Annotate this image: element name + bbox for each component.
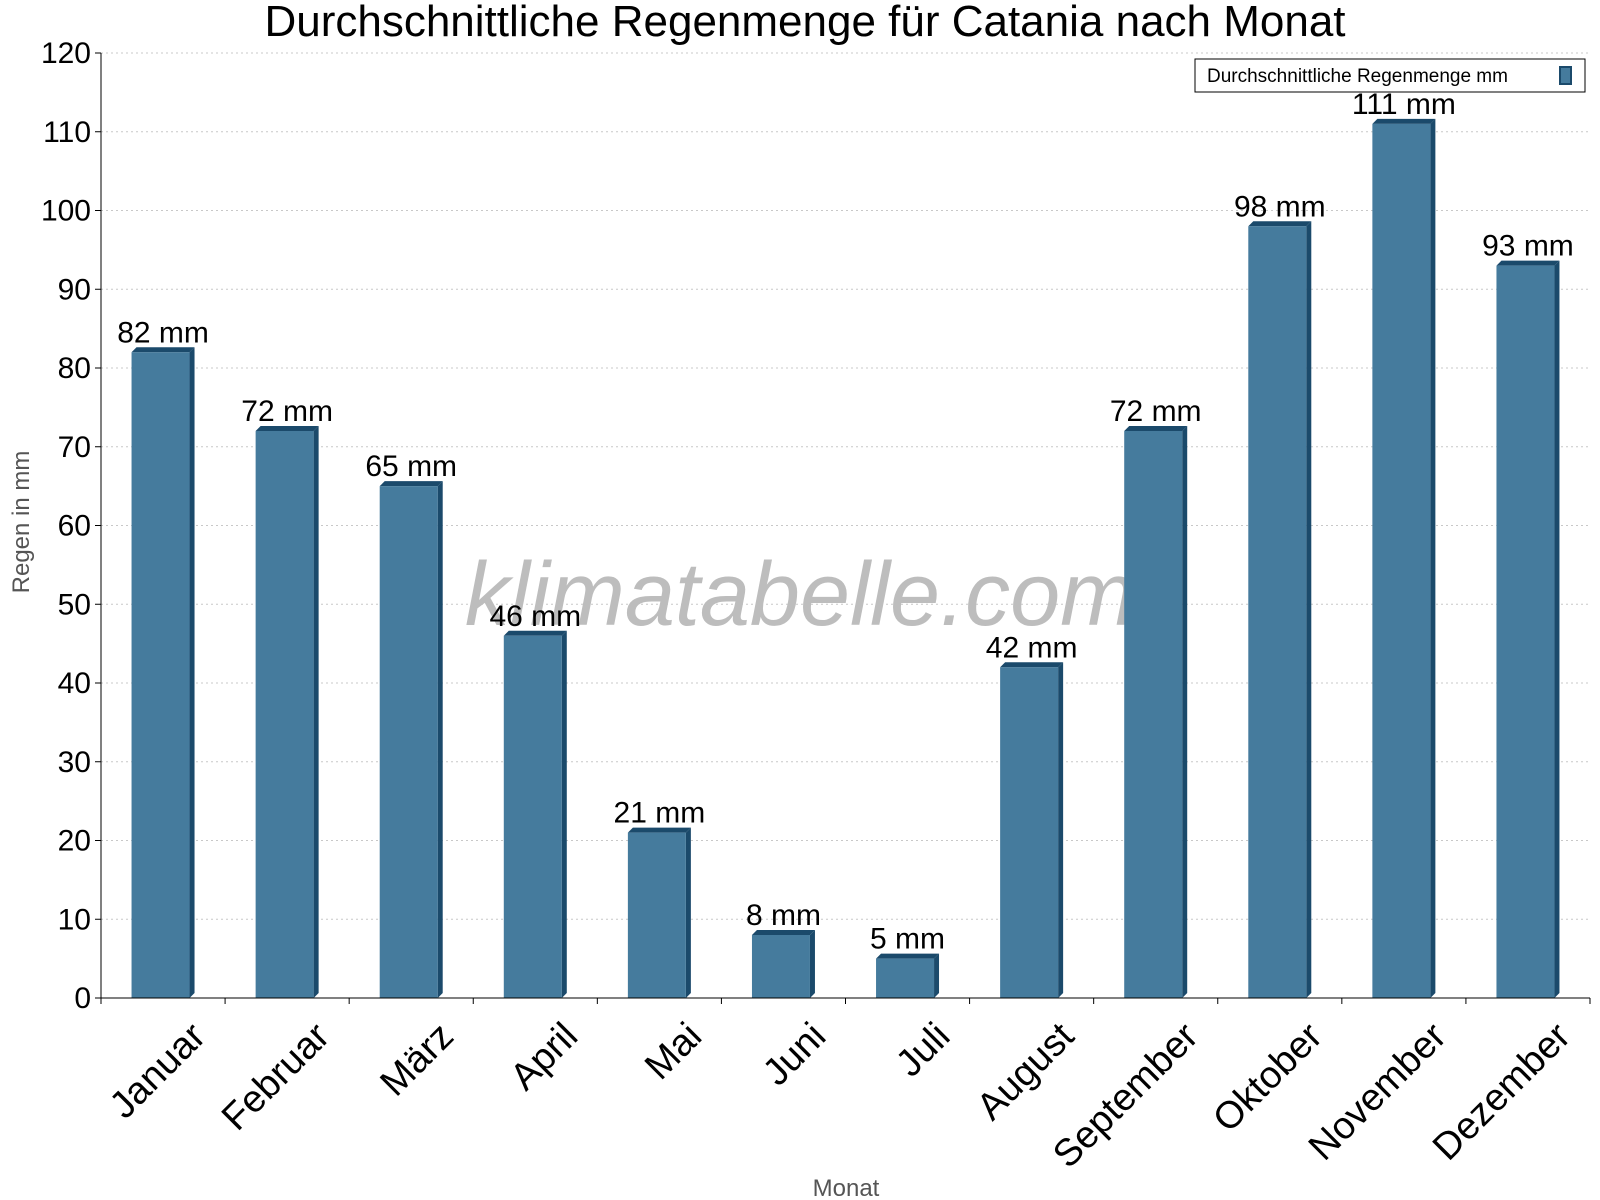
y-tick-label: 120 bbox=[41, 37, 91, 70]
bar-top bbox=[379, 481, 443, 487]
bar-top bbox=[1248, 221, 1312, 227]
bar-top bbox=[131, 347, 195, 353]
bar-group: 46 mm bbox=[489, 600, 581, 998]
y-tick-label: 90 bbox=[58, 273, 91, 306]
x-tick-label: Dezember bbox=[1425, 1015, 1579, 1169]
bar-top bbox=[876, 953, 940, 959]
x-tick-label: Mai bbox=[637, 1015, 710, 1088]
y-tick-label: 10 bbox=[58, 903, 91, 936]
bar-top bbox=[627, 827, 691, 833]
y-tick-label: 70 bbox=[58, 431, 91, 464]
x-tick-label: April bbox=[503, 1015, 586, 1098]
bar-group: 111 mm bbox=[1352, 88, 1456, 998]
bar-side bbox=[561, 630, 567, 998]
y-tick-label: 50 bbox=[58, 588, 91, 621]
bar-group: 72 mm bbox=[1110, 395, 1202, 998]
watermark: klimatabelle.com bbox=[465, 545, 1135, 645]
x-tick-label: Februar bbox=[214, 1015, 338, 1139]
bar-value-label: 72 mm bbox=[1110, 395, 1202, 428]
bar bbox=[751, 935, 810, 998]
bar bbox=[379, 486, 438, 998]
bar-group: 98 mm bbox=[1234, 190, 1326, 998]
x-tick-label: Juni bbox=[755, 1015, 834, 1094]
bar-value-label: 98 mm bbox=[1234, 190, 1326, 223]
bar-side bbox=[1306, 221, 1312, 998]
bar-side bbox=[1058, 662, 1064, 998]
bar-group: 8 mm bbox=[746, 899, 821, 998]
bar-side bbox=[313, 426, 319, 998]
bar-side bbox=[1430, 118, 1436, 998]
bar bbox=[1248, 226, 1307, 998]
y-tick-label: 110 bbox=[43, 116, 91, 149]
bar bbox=[1372, 123, 1431, 998]
bar bbox=[503, 635, 562, 998]
x-tick-label: Januar bbox=[102, 1015, 214, 1127]
bar-side bbox=[189, 347, 195, 998]
legend-box bbox=[1194, 58, 1586, 93]
bar-value-label: 21 mm bbox=[614, 797, 706, 830]
bar-side bbox=[809, 930, 815, 998]
bar-top bbox=[1496, 260, 1560, 266]
bar-value-label: 111 mm bbox=[1352, 88, 1456, 121]
bar bbox=[131, 352, 190, 998]
y-tick-label: 40 bbox=[58, 667, 91, 700]
bar bbox=[876, 958, 935, 998]
bar-top bbox=[255, 426, 319, 431]
bar-top bbox=[1124, 426, 1188, 431]
bar-value-label: 65 mm bbox=[365, 450, 457, 483]
legend-swatch bbox=[1559, 66, 1572, 85]
chart-title: Durchschnittliche Regenmenge für Catania… bbox=[264, 0, 1345, 46]
bar-side bbox=[1182, 426, 1188, 998]
x-tick-label: August bbox=[969, 1015, 1083, 1129]
y-tick-label: 0 bbox=[74, 982, 91, 1015]
bar-group: 82 mm bbox=[117, 316, 209, 998]
y-tick-label: 20 bbox=[58, 825, 91, 858]
bar bbox=[1124, 431, 1183, 998]
x-axis-title: Monat bbox=[813, 1175, 880, 1200]
bar-group: 93 mm bbox=[1482, 230, 1574, 998]
bar-top bbox=[1372, 118, 1436, 124]
bar-group: 5 mm bbox=[870, 923, 945, 998]
bar-top bbox=[751, 930, 815, 935]
bar-value-label: 5 mm bbox=[870, 923, 945, 956]
bar bbox=[627, 832, 686, 998]
y-tick-label: 100 bbox=[41, 195, 91, 228]
bar-value-label: 82 mm bbox=[117, 316, 209, 349]
bar-top bbox=[503, 630, 567, 636]
x-tick-label: Juli bbox=[888, 1015, 958, 1085]
bar bbox=[1496, 265, 1555, 998]
y-tick-label: 80 bbox=[58, 352, 91, 385]
y-axis-title: Regen in mm bbox=[8, 451, 35, 594]
bar-group: 72 mm bbox=[241, 395, 333, 998]
bar-value-label: 46 mm bbox=[489, 600, 581, 633]
bar-top bbox=[1000, 662, 1064, 668]
bars: 82 mm 72 mm 65 mm 46 mm 21 mm 8 mm 5 mm 42 mm 72… bbox=[117, 88, 1574, 998]
y-tick-label: 60 bbox=[58, 510, 91, 543]
legend-label: Durchschnittliche Regenmenge mm bbox=[1207, 66, 1508, 87]
bar-group: 21 mm bbox=[614, 797, 706, 998]
gridlines bbox=[101, 52, 1590, 920]
legend: Durchschnittliche Regenmenge mm bbox=[1194, 58, 1586, 93]
bar-value-label: 72 mm bbox=[241, 395, 333, 428]
bar-group: 42 mm bbox=[986, 631, 1078, 998]
bar-group: 65 mm bbox=[365, 450, 457, 998]
bar bbox=[1000, 667, 1059, 998]
bar-side bbox=[437, 481, 443, 998]
bar-side bbox=[685, 827, 691, 998]
bar-value-label: 42 mm bbox=[986, 631, 1078, 664]
bar bbox=[255, 431, 314, 998]
x-tick-label: März bbox=[373, 1015, 462, 1104]
bar-side bbox=[1554, 260, 1560, 998]
x-tick-label: Oktober bbox=[1205, 1015, 1331, 1141]
bar-side bbox=[934, 953, 940, 998]
y-tick-label: 30 bbox=[58, 746, 91, 779]
bar-value-label: 8 mm bbox=[746, 899, 821, 932]
bar-value-label: 93 mm bbox=[1482, 230, 1574, 263]
